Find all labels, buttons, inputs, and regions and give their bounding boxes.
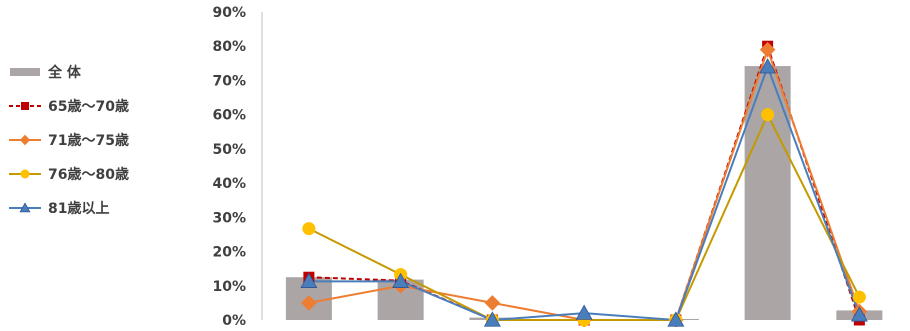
legend-marker [19, 134, 31, 146]
y-tick-label: 40% [212, 176, 246, 192]
y-tick-label: 90% [212, 5, 246, 21]
legend-swatch [9, 102, 41, 110]
data-point [575, 304, 593, 320]
y-tick-label: 30% [212, 210, 246, 226]
legend-item: 81歳以上 [8, 193, 198, 223]
data-point [301, 295, 317, 311]
legend-swatch [9, 134, 41, 146]
data-point [302, 222, 316, 236]
y-tick-label: 60% [212, 108, 246, 124]
data-point [759, 58, 777, 74]
y-tick-label: 20% [212, 245, 246, 261]
y-tick-label: 0% [222, 313, 246, 327]
data-point [852, 290, 866, 304]
legend-swatch [9, 169, 41, 179]
data-point [300, 272, 318, 288]
legend-marker [19, 202, 31, 213]
y-tick-label: 50% [212, 142, 246, 158]
legend-swatch [10, 68, 40, 76]
data-point [759, 41, 776, 58]
y-tick-label: 10% [212, 279, 246, 295]
y-tick-label: 80% [212, 39, 246, 55]
bar [744, 66, 791, 321]
legend-swatch [9, 202, 41, 213]
legend-item: 全 体 [8, 57, 198, 87]
legend-label: 65歳〜70歳 [48, 99, 129, 115]
data-point [483, 311, 501, 327]
legend-item: 65歳〜70歳 [8, 91, 198, 121]
legend-label: 76歳〜80歳 [48, 167, 129, 183]
legend-marker [21, 102, 29, 110]
legend-item: 71歳〜75歳 [8, 125, 198, 155]
legend-marker [20, 169, 30, 179]
data-point [761, 108, 775, 122]
legend-label: 全 体 [48, 65, 81, 81]
legend-item: 76歳〜80歳 [8, 159, 198, 189]
legend: 全 体 65歳〜70歳 71歳〜75歳 76歳〜80歳 81歳以上 [8, 57, 198, 227]
legend-label: 81歳以上 [48, 201, 110, 217]
data-point [392, 272, 410, 288]
data-point [484, 295, 501, 311]
legend-label: 71歳〜75歳 [48, 133, 129, 149]
data-point [667, 311, 685, 327]
data-point [850, 306, 868, 322]
y-tick-label: 70% [212, 73, 246, 89]
